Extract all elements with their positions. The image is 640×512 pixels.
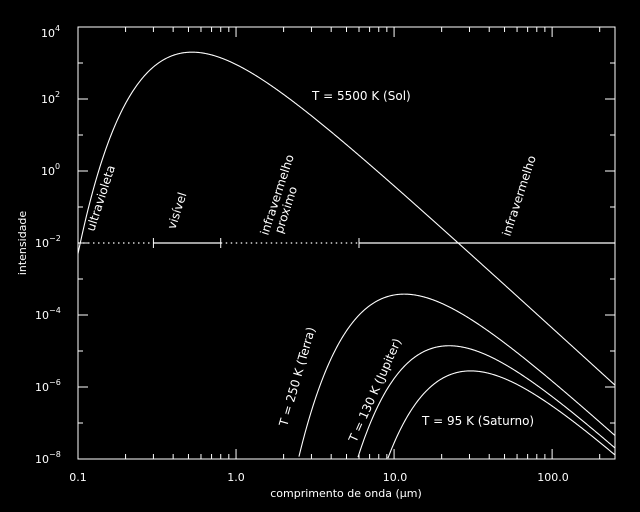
plot-frame xyxy=(77,26,616,460)
curves-layer xyxy=(77,51,616,459)
y-tick-label-1e-8: 10−8 xyxy=(35,450,61,466)
y-tick-label-1e-2: 10−2 xyxy=(35,234,61,250)
x-tick-label-100.0: 100.0 xyxy=(537,471,569,484)
curve-terra xyxy=(298,293,616,457)
curve-sol xyxy=(77,51,616,386)
series-label-sol: T = 5500 K (Sol) xyxy=(311,89,411,103)
curve-jupiter xyxy=(357,345,616,458)
y-axis-title: intensidade xyxy=(16,211,29,276)
y-tick-label-1e4: 104 xyxy=(41,24,60,40)
y-tick-label-1e0: 100 xyxy=(41,162,60,178)
x-tick-label-10.0: 10.0 xyxy=(383,471,408,484)
y-tick-label-1e2: 102 xyxy=(41,90,60,106)
x-axis-title: comprimento de onda (μm) xyxy=(270,487,422,500)
bands-layer xyxy=(78,238,615,248)
curve-saturno xyxy=(387,370,616,459)
x-tick-label-1.0: 1.0 xyxy=(227,471,245,484)
x-tick-label-0.1: 0.1 xyxy=(69,471,87,484)
y-tick-label-1e-6: 10−6 xyxy=(35,378,61,394)
y-tick-label-1e-4: 10−4 xyxy=(35,306,61,322)
series-label-saturno: T = 95 K (Saturno) xyxy=(421,414,534,428)
